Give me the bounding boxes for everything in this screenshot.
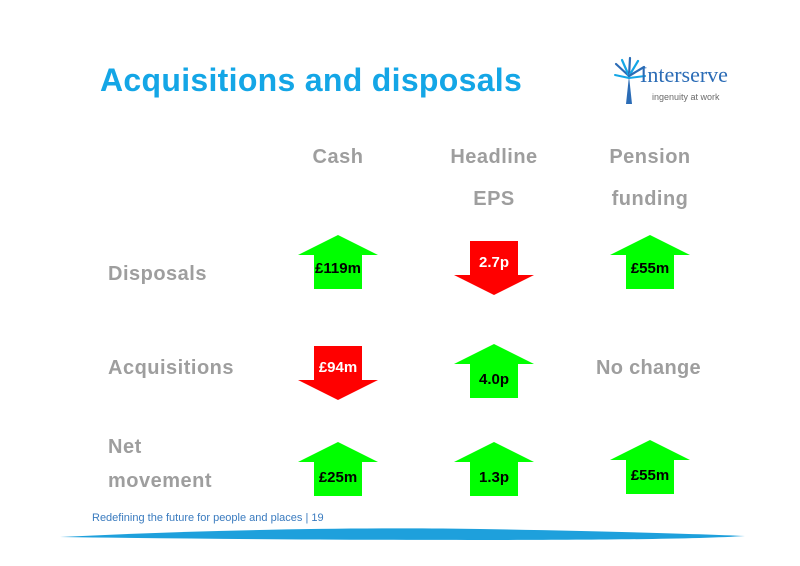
arrow-up-net-pension: £55m (610, 440, 690, 494)
arrow-up-net-cash: £25m (298, 442, 378, 496)
column-header-eps-line1: Headline (450, 146, 538, 168)
value-net-pension: £55m (630, 467, 670, 484)
arrow-up-net-eps: 1.3p (454, 442, 534, 496)
tree-logo-icon (614, 56, 646, 104)
arrow-down-disposals-eps: 2.7p (454, 241, 534, 295)
footer-text: Redefining the future for people and pla… (92, 512, 324, 524)
footer-separator: | (305, 512, 309, 524)
row-label-disposals-line1: Disposals (108, 263, 207, 285)
slide-title: Acquisitions and disposals (100, 62, 523, 98)
row-label-acquisitions-line1: Acquisitions (108, 357, 235, 379)
column-header-headline-eps: Headline EPS (434, 136, 554, 220)
footer-wave-decoration (60, 528, 745, 540)
arrow-up-disposals-pension: £55m (610, 235, 690, 289)
column-header-cash-line1: Cash (312, 146, 364, 168)
footer-tagline: Redefining the future for people and pla… (92, 512, 303, 524)
row-label-net-line1: Net (108, 436, 142, 458)
column-header-cash: Cash (278, 136, 398, 178)
column-header-eps-line2: EPS (473, 188, 515, 210)
value-disposals-cash: £119m (315, 260, 361, 277)
column-header-pension-line1: Pension (609, 146, 691, 168)
value-acquisitions-eps: 4.0p (478, 371, 509, 388)
arrow-down-acquisitions-cash: £94m (298, 346, 378, 400)
arrow-up-disposals-cash: £119m (298, 235, 378, 289)
no-change-label: No change (596, 357, 701, 379)
row-label-disposals: Disposals (108, 257, 207, 291)
value-disposals-pension: £55m (630, 260, 670, 277)
page-number: 19 (311, 512, 324, 524)
logo-wordmark: Interserve (640, 62, 728, 87)
logo-tagline: ingenuity at work (652, 92, 720, 102)
column-header-pension-line2: funding (611, 188, 689, 210)
value-net-eps: 1.3p (478, 469, 509, 486)
interserve-logo: Interserve ingenuity at work (612, 56, 732, 112)
value-acquisitions-cash: £94m (318, 359, 358, 376)
row-label-acquisitions: Acquisitions (108, 351, 234, 385)
value-net-cash: £25m (318, 469, 358, 486)
row-label-net-line2: movement (108, 470, 213, 492)
arrow-up-acquisitions-eps: 4.0p (454, 344, 534, 398)
column-header-pension-funding: Pension funding (590, 136, 710, 220)
value-disposals-eps: 2.7p (478, 254, 509, 271)
row-label-net-movement: Net movement (108, 430, 212, 498)
